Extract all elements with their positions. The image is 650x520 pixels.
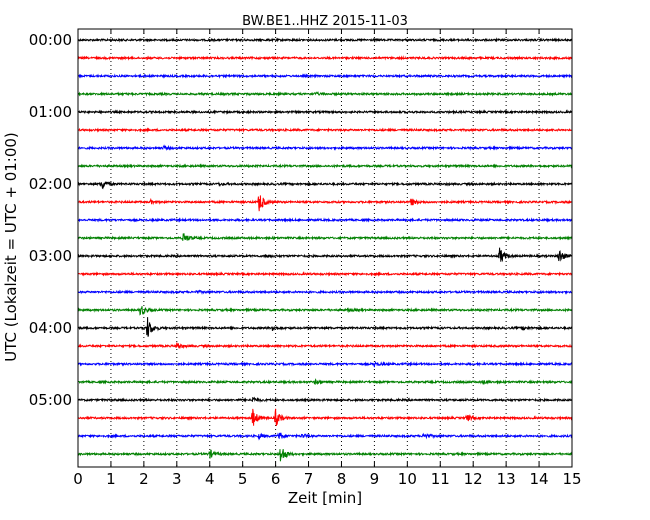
seismogram-trace — [77, 109, 573, 115]
seismogram-trace — [77, 408, 573, 426]
seismogram-trace — [77, 449, 573, 462]
seismogram-trace — [77, 378, 573, 386]
x-tick-label: 5 — [238, 470, 248, 488]
seismogram-trace — [77, 163, 573, 169]
seismogram-trace — [77, 180, 573, 190]
x-tick-label: 7 — [304, 470, 314, 488]
y-axis: 00:00 01:00 02:00 03:00 04:00 05:00 — [29, 31, 572, 409]
seismogram-trace — [77, 289, 573, 295]
seismogram-trace — [77, 90, 573, 97]
x-axis-label: Zeit [min] — [288, 489, 362, 507]
seismogram-trace — [77, 217, 573, 223]
x-tick-label: 0 — [73, 470, 83, 488]
seismogram-trace — [77, 73, 573, 79]
x-tick-label: 10 — [398, 470, 417, 488]
x-tick-label: 1 — [106, 470, 116, 488]
plot-frame — [77, 28, 573, 468]
y-tick-label: 04:00 — [29, 319, 72, 337]
x-tick-label: 11 — [431, 470, 450, 488]
seismogram-trace — [77, 306, 573, 316]
y-tick-label: 05:00 — [29, 391, 72, 409]
seismogram-trace — [77, 432, 573, 441]
x-axis: 0 1 2 3 4 5 6 7 8 9 10 11 12 13 14 15 — [73, 29, 582, 488]
x-tick-label: 14 — [530, 470, 549, 488]
seismogram-trace — [77, 144, 573, 151]
seismogram-trace — [77, 37, 573, 43]
x-tick-label: 2 — [139, 470, 149, 488]
seismogram-trace — [77, 55, 573, 61]
seismogram-trace — [77, 271, 573, 277]
x-tick-label: 13 — [497, 470, 516, 488]
seismogram-trace — [77, 233, 573, 241]
x-tick-label: 15 — [562, 470, 581, 488]
seismogram-trace — [77, 127, 573, 133]
seismogram-trace — [77, 195, 573, 212]
seismogram-trace — [77, 396, 573, 403]
x-tick-label: 12 — [464, 470, 483, 488]
chart-title: BW.BE1..HHZ 2015-11-03 — [242, 14, 408, 29]
x-tick-label: 9 — [370, 470, 380, 488]
seismogram-trace — [77, 247, 573, 263]
y-axis-label: UTC (Lokalzeit = UTC + 01:00) — [2, 132, 20, 362]
seismogram-trace — [77, 342, 573, 350]
y-tick-label: 02:00 — [29, 175, 72, 193]
x-tick-label: 8 — [337, 470, 347, 488]
seismogram-trace — [77, 317, 573, 337]
y-tick-label: 03:00 — [29, 247, 72, 265]
seismogram-trace — [77, 360, 573, 368]
y-tick-label: 01:00 — [29, 103, 72, 121]
y-tick-label: 00:00 — [29, 31, 72, 49]
traces — [77, 37, 573, 462]
x-tick-label: 4 — [205, 470, 215, 488]
x-tick-label: 3 — [172, 470, 182, 488]
x-tick-label: 6 — [271, 470, 281, 488]
